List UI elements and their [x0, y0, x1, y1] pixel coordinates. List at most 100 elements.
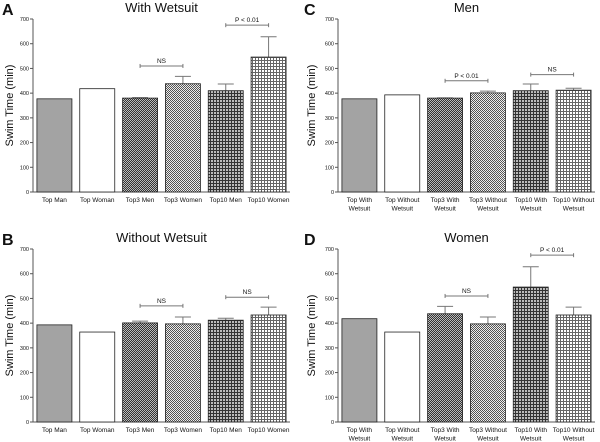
y-tick-label: 400 [325, 321, 334, 327]
y-axis-label: Swim Time (min) [4, 295, 16, 377]
x-tick-label: Top3 Women [164, 197, 203, 204]
panel-d: D Women Swim Time (min) 0 100 200 300 400 500 600… [304, 230, 595, 442]
bar [427, 313, 463, 423]
x-tick-label: Top10 With [514, 427, 547, 434]
y-tick-label: 600 [325, 42, 334, 48]
y-tick-label: 200 [325, 371, 334, 377]
bar [122, 97, 158, 193]
y-tick-label: 300 [20, 116, 29, 122]
y-tick-label: 300 [325, 116, 334, 122]
y-tick-label: 700 [325, 247, 334, 253]
panel-letter: A [2, 2, 14, 19]
y-tick-label: 700 [20, 17, 29, 23]
bar [207, 319, 244, 423]
x-tick-label: Top10 With [514, 197, 547, 204]
x-tick-label: Wetsuit [520, 436, 542, 442]
panel-letter: D [304, 232, 316, 249]
bar [512, 90, 549, 193]
bar [79, 331, 116, 423]
y-tick-label: 300 [20, 346, 29, 352]
y-tick-label: 100 [325, 395, 334, 401]
bar [384, 94, 421, 193]
panel-title: Men [454, 0, 479, 15]
y-tick-label: 700 [20, 247, 29, 253]
bar [470, 323, 506, 423]
significance-label: NS [157, 58, 167, 65]
y-tick-label: 500 [325, 296, 334, 302]
bar [555, 314, 592, 423]
x-tick-label: Top Man [42, 427, 67, 434]
bar [384, 331, 421, 423]
x-tick-label: Wetsuit [563, 206, 585, 213]
x-tick-label: Wetsuit [477, 436, 499, 442]
y-axis-label: Swim Time (min) [306, 295, 318, 377]
x-tick-label: Top With [347, 427, 373, 434]
x-tick-label: Wetsuit [391, 436, 413, 442]
y-tick-label: 600 [325, 272, 334, 278]
bar [512, 286, 549, 423]
x-tick-label: Top3 Without [469, 197, 507, 204]
panel-title: With Wetsuit [125, 0, 198, 15]
significance-label: NS [157, 298, 167, 305]
bar [250, 314, 287, 423]
y-tick-label: 0 [26, 190, 29, 196]
panel-b: B Without Wetsuit Swim Time (min) 0 100 200 30… [2, 230, 290, 434]
x-tick-label: Top Man [42, 197, 67, 204]
y-tick-label: 0 [26, 420, 29, 426]
significance-label: P < 0.01 [454, 73, 479, 80]
x-tick-label: Wetsuit [434, 436, 456, 442]
panel-c: C Men Swim Time (min) 0 100 200 300 400 500 600 70… [304, 0, 595, 213]
y-tick-label: 300 [325, 346, 334, 352]
bar [427, 97, 463, 193]
y-tick-label: 400 [325, 91, 334, 97]
significance-label: NS [243, 289, 253, 296]
x-tick-label: Top Without [385, 197, 420, 204]
x-tick-label: Top3 With [431, 197, 460, 204]
x-tick-label: Wetsuit [349, 206, 371, 213]
x-tick-label: Top Woman [80, 197, 115, 204]
x-tick-label: Top3 Men [126, 427, 155, 434]
x-tick-label: Top Without [385, 427, 420, 434]
y-tick-label: 700 [325, 17, 334, 23]
bar [36, 98, 73, 193]
bar [122, 322, 158, 423]
bar [341, 318, 378, 423]
y-axis-label: Swim Time (min) [4, 65, 16, 147]
y-tick-label: 500 [20, 66, 29, 72]
x-tick-label: Top3 Women [164, 427, 203, 434]
bar [207, 90, 244, 193]
y-tick-label: 500 [20, 296, 29, 302]
y-tick-label: 400 [20, 91, 29, 97]
bar [555, 89, 592, 193]
x-tick-label: Top10 Men [210, 427, 243, 434]
x-tick-label: Wetsuit [477, 206, 499, 213]
bar [165, 323, 201, 423]
significance-label: P < 0.01 [235, 17, 260, 24]
y-tick-label: 100 [325, 165, 334, 171]
x-tick-label: Top3 With [431, 427, 460, 434]
bar [165, 83, 201, 193]
significance-label: P < 0.01 [540, 247, 565, 254]
y-tick-label: 100 [20, 395, 29, 401]
bar [250, 56, 287, 193]
panel-letter: C [304, 2, 316, 19]
panel-a: A With Wetsuit Swim Time (min) 0 100 200 300 40… [2, 0, 290, 204]
x-tick-label: Wetsuit [434, 206, 456, 213]
y-tick-label: 100 [20, 165, 29, 171]
x-tick-label: Wetsuit [563, 436, 585, 442]
significance-label: NS [548, 67, 558, 74]
y-tick-label: 200 [325, 141, 334, 147]
y-tick-label: 200 [20, 141, 29, 147]
x-tick-label: Wetsuit [349, 436, 371, 442]
y-tick-label: 0 [331, 190, 334, 196]
panel-title: Women [444, 230, 489, 245]
bar [470, 92, 506, 193]
panel-title: Without Wetsuit [116, 230, 207, 245]
significance-label: NS [462, 288, 472, 295]
x-tick-label: Top Woman [80, 427, 115, 434]
x-tick-label: Top10 Men [210, 197, 243, 204]
y-tick-label: 200 [20, 371, 29, 377]
x-tick-label: Wetsuit [520, 206, 542, 213]
y-tick-label: 500 [325, 66, 334, 72]
